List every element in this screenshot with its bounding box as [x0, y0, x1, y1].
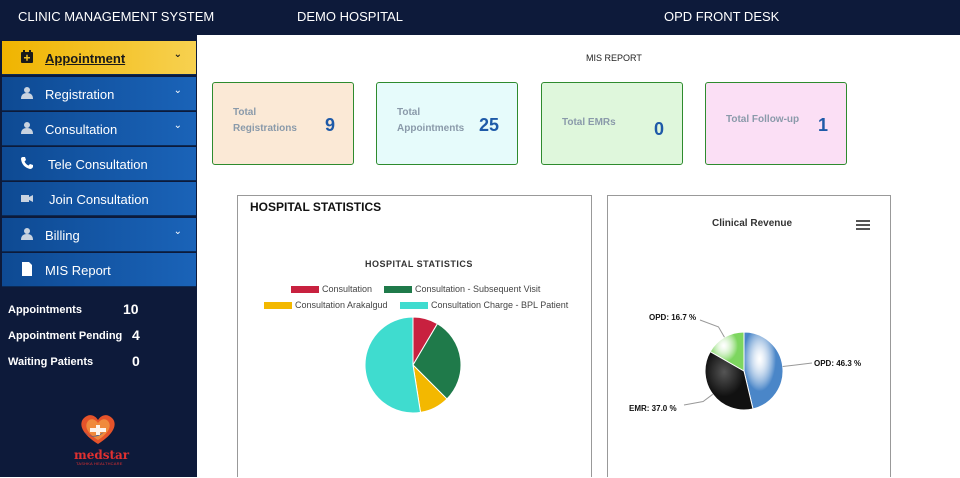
card-label: Total Appointments: [397, 105, 477, 137]
legend-swatch: [384, 286, 412, 293]
sidebar-item-label: Tele Consultation: [48, 157, 148, 172]
user-icon: [21, 122, 33, 134]
user-icon: [21, 87, 33, 99]
stat-value: 0: [132, 353, 140, 369]
clinical-revenue-pie: [683, 319, 813, 411]
sidebar-item-label: Join Consultation: [49, 192, 149, 207]
sidebar-stat-waiting-patients: Waiting Patients 0: [8, 353, 140, 369]
sidebar-item-registration[interactable]: Registration ⌄: [2, 77, 196, 111]
user-icon: [21, 228, 33, 240]
sidebar-item-join-consultation[interactable]: Join Consultation: [2, 182, 196, 216]
card-label: Total Follow-up: [726, 112, 826, 128]
hamburger-icon[interactable]: [856, 219, 870, 231]
card-total-emrs[interactable]: Total EMRs 0: [541, 82, 683, 165]
panel-title: HOSPITAL STATISTICS: [250, 200, 382, 214]
card-total-registrations[interactable]: Total Registrations 9: [212, 82, 354, 165]
legend-item-arakalgud[interactable]: Consultation Arakalgud: [264, 300, 388, 310]
card-label: Total Registrations: [233, 105, 313, 137]
slice-bpl-patient[interactable]: [365, 317, 422, 414]
sidebar-item-mis-report[interactable]: MIS Report: [2, 253, 196, 287]
sidebar-item-label: Billing: [45, 228, 80, 243]
sidebar-item-label: Registration: [45, 87, 115, 102]
video-icon: [21, 195, 33, 202]
calendar-icon: [21, 50, 33, 63]
legend-swatch: [291, 286, 319, 293]
pie-connector-line: [699, 319, 725, 338]
sidebar-stat-appointments: Appointments 10: [8, 301, 139, 317]
stat-value: 4: [132, 327, 140, 343]
chevron-down-icon: ⌄: [173, 85, 182, 96]
chevron-down-icon: ⌄: [173, 120, 182, 131]
page-title: MIS REPORT: [586, 53, 642, 63]
sidebar-item-label: MIS Report: [45, 263, 111, 278]
legend-label: Consultation: [322, 284, 373, 294]
logo-tagline: TASHKA HEALTHCARE: [76, 461, 123, 466]
pie-connector-line: [782, 362, 813, 367]
chart-title: HOSPITAL STATISTICS: [365, 259, 473, 269]
pie-label-emr: EMR: 37.0 %: [629, 404, 677, 413]
clinical-revenue-panel: Clinical Revenue OPD: 46.3 % EMR: 37.0 %…: [607, 195, 891, 477]
chevron-down-icon: ⌄: [173, 226, 182, 237]
card-label-line: Registrations: [233, 123, 297, 134]
chevron-down-icon: ⌄: [173, 49, 182, 60]
legend-label: Consultation Charge - BPL Patient: [431, 300, 569, 310]
top-header-bar: CLINIC MANAGEMENT SYSTEM DEMO HOSPITAL O…: [0, 0, 960, 35]
sidebar-item-appointment[interactable]: Appointment ⌄: [2, 41, 196, 75]
pie-connector-line: [683, 393, 714, 406]
card-label-line: Total EMRs: [562, 117, 616, 128]
card-value: 25: [478, 115, 499, 135]
card-value: 1: [817, 115, 828, 135]
desk-name: OPD FRONT DESK: [664, 9, 780, 24]
legend-swatch: [400, 302, 428, 309]
legend-item-bpl-patient[interactable]: Consultation Charge - BPL Patient: [400, 300, 569, 310]
stat-label: Appointments: [8, 304, 82, 316]
stat-label: Appointment Pending: [8, 330, 123, 342]
card-total-appointments[interactable]: Total Appointments 25: [376, 82, 518, 165]
logo-name: medstar: [74, 448, 130, 462]
pie-label-opd-main: OPD: 46.3 %: [814, 359, 862, 368]
legend-label: Consultation - Subsequent Visit: [415, 284, 541, 294]
main-content: MIS REPORT Total Registrations 9 Total A…: [197, 35, 960, 477]
stat-label: Waiting Patients: [8, 356, 94, 368]
card-label-line: Total Follow-up: [726, 114, 800, 125]
hospital-name: DEMO HOSPITAL: [297, 9, 403, 24]
sidebar-stat-appointment-pending: Appointment Pending 4: [8, 327, 140, 343]
document-icon: [22, 262, 32, 276]
pie-label-opd-small: OPD: 16.7 %: [649, 313, 697, 322]
card-label-line: Total: [233, 107, 257, 118]
sidebar-item-label: Appointment: [45, 51, 126, 66]
hospital-statistics-panel: HOSPITAL STATISTICS HOSPITAL STATISTICS …: [237, 195, 592, 477]
card-label: Total EMRs: [562, 115, 642, 131]
legend-item-consultation[interactable]: Consultation: [291, 284, 373, 294]
chart-title: Clinical Revenue: [712, 218, 793, 229]
sidebar-item-billing[interactable]: Billing ⌄: [2, 218, 196, 252]
phone-icon: [21, 157, 33, 169]
card-value: 9: [324, 115, 335, 135]
legend-item-subsequent-visit[interactable]: Consultation - Subsequent Visit: [384, 284, 541, 294]
sidebar: Appointment ⌄ Registration ⌄ Consultatio…: [0, 35, 197, 477]
legend-label: Consultation Arakalgud: [295, 300, 388, 310]
sidebar-item-consultation[interactable]: Consultation ⌄: [2, 112, 196, 146]
card-label-line: Total: [397, 107, 421, 118]
card-label-line: Appointments: [397, 123, 465, 134]
medstar-logo: [81, 415, 115, 444]
card-value: 0: [653, 119, 664, 139]
slice-subsequent-visit[interactable]: [412, 322, 462, 400]
hospital-statistics-pie: [365, 317, 462, 414]
app-title: CLINIC MANAGEMENT SYSTEM: [18, 9, 215, 24]
sidebar-item-tele-consultation[interactable]: Tele Consultation: [2, 147, 196, 181]
stat-value: 10: [123, 301, 139, 317]
card-total-follow-up[interactable]: Total Follow-up 1: [705, 82, 847, 165]
sidebar-item-label: Consultation: [45, 122, 118, 137]
legend-swatch: [264, 302, 292, 309]
